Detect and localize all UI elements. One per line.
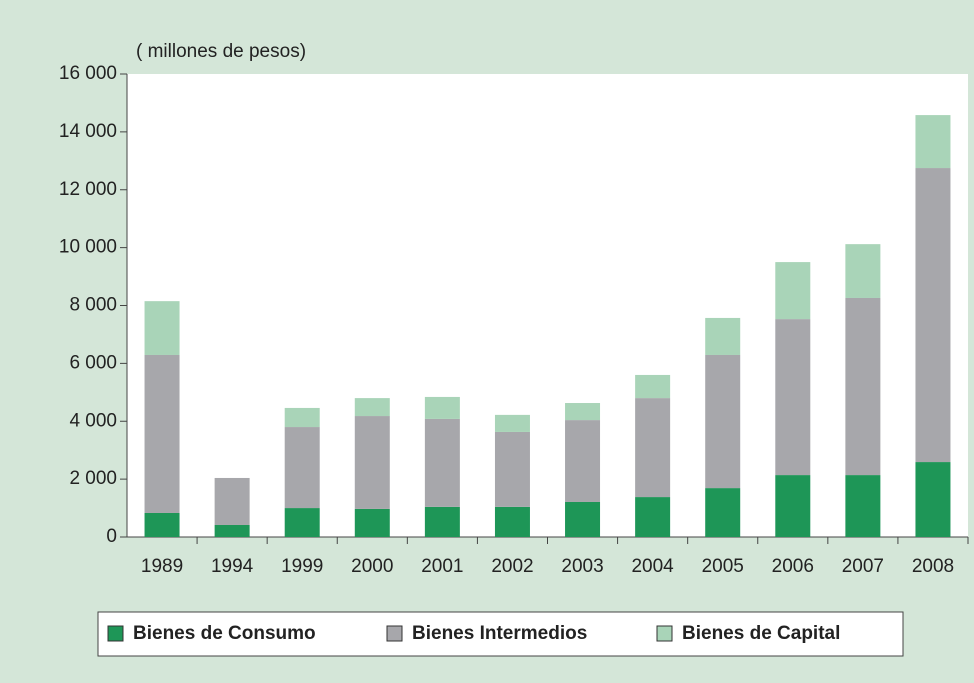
- x-tick-label: 2008: [912, 556, 954, 577]
- bar-segment: [705, 354, 741, 489]
- bar-segment: [354, 508, 390, 537]
- bar-segment: [565, 403, 601, 421]
- legend-swatch: [107, 625, 124, 642]
- y-tick-label: 8 000: [69, 295, 117, 316]
- bar-segment: [494, 431, 530, 507]
- y-tick-label: 0: [106, 526, 117, 547]
- legend-label: Bienes Intermedios: [412, 623, 587, 644]
- bar-segment: [284, 508, 320, 537]
- x-tick-label: 2003: [561, 556, 603, 577]
- bar-segment: [284, 427, 320, 509]
- bar-segment: [424, 396, 460, 419]
- x-tick-label: 2000: [351, 556, 393, 577]
- axis-unit-label: ( millones de pesos): [136, 41, 306, 62]
- x-tick-label: 2002: [491, 556, 533, 577]
- bar-segment: [705, 317, 741, 355]
- legend-box: [97, 611, 904, 657]
- bar-segment: [705, 488, 741, 537]
- bar-segment: [144, 354, 180, 513]
- bar-segment: [214, 524, 250, 537]
- bar-segment: [424, 506, 460, 537]
- y-tick-label: 16 000: [59, 63, 117, 84]
- bar-segment: [635, 374, 671, 399]
- bar-segment: [565, 420, 601, 502]
- bar-segment: [494, 506, 530, 537]
- bar-segment: [775, 262, 811, 320]
- y-tick-label: 2 000: [69, 468, 117, 489]
- bar-segment: [915, 168, 951, 463]
- bar-segment: [284, 407, 320, 428]
- x-tick-label: 1999: [281, 556, 323, 577]
- x-tick-label: 2005: [702, 556, 744, 577]
- bar-segment: [845, 475, 881, 537]
- x-tick-label: 1989: [141, 556, 183, 577]
- bar-segment: [845, 297, 881, 476]
- y-tick-label: 14 000: [59, 121, 117, 142]
- y-tick-label: 12 000: [59, 179, 117, 200]
- legend-swatch: [386, 625, 403, 642]
- bar-segment: [354, 416, 390, 509]
- y-tick-label: 6 000: [69, 352, 117, 373]
- x-tick-label: 2007: [842, 556, 884, 577]
- bar-segment: [915, 115, 951, 169]
- y-tick-label: 4 000: [69, 410, 117, 431]
- plot-area: [127, 74, 968, 537]
- bar-segment: [635, 398, 671, 498]
- legend-label: Bienes de Capital: [682, 623, 840, 644]
- bar-segment: [915, 462, 951, 537]
- x-tick-label: 1994: [211, 556, 254, 577]
- x-tick-label: 2006: [772, 556, 814, 577]
- legend-label: Bienes de Consumo: [133, 623, 316, 644]
- bar-segment: [144, 301, 180, 355]
- bar-segment: [144, 512, 180, 537]
- x-tick-label: 2004: [631, 556, 674, 577]
- bar-segment: [565, 501, 601, 537]
- legend-swatch: [656, 625, 673, 642]
- bar-segment: [214, 477, 250, 525]
- bar-segment: [354, 398, 390, 417]
- bar-segment: [775, 475, 811, 537]
- y-tick-label: 10 000: [59, 237, 117, 258]
- bar-segment: [845, 244, 881, 298]
- bar-segment: [775, 319, 811, 476]
- bar-segment: [635, 497, 671, 537]
- bar-segment: [494, 414, 530, 432]
- x-tick-label: 2001: [421, 556, 463, 577]
- bar-segment: [424, 418, 460, 507]
